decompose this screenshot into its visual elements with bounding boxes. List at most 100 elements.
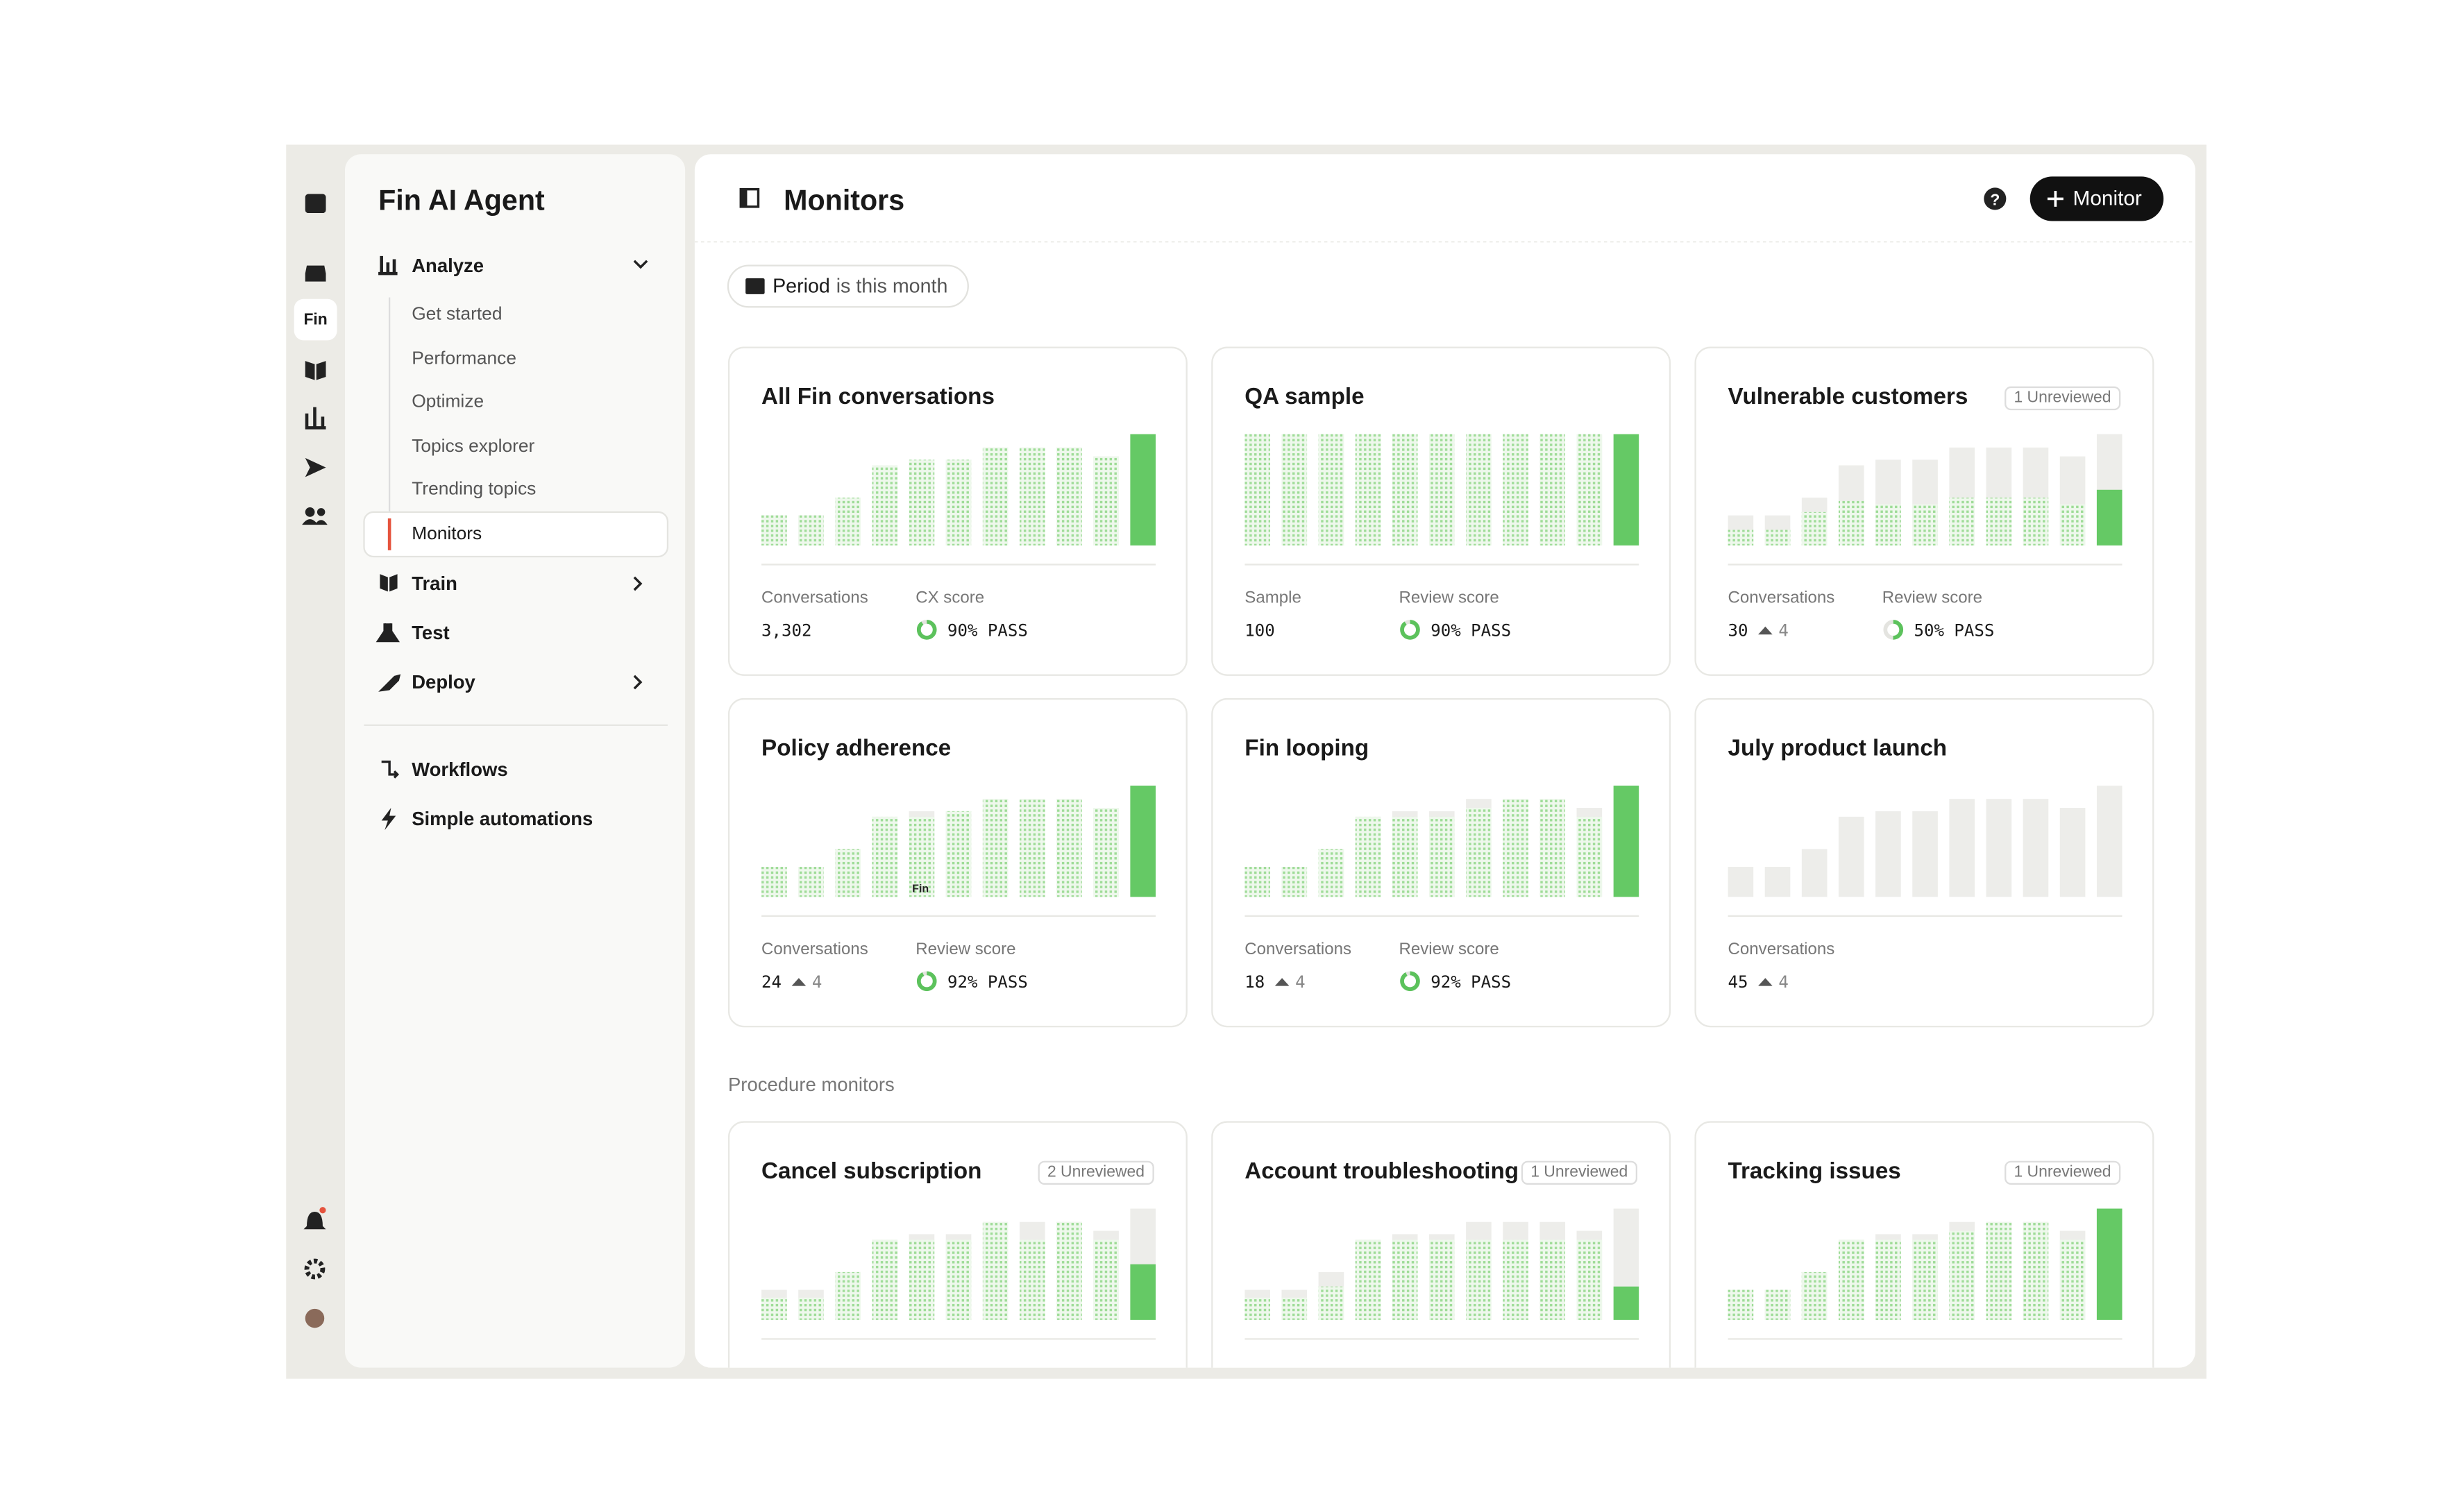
bar-pass — [2096, 489, 2123, 545]
bar-pass — [909, 459, 935, 545]
outbound-icon[interactable] — [305, 457, 326, 477]
bar-pass — [872, 465, 898, 545]
notifications-icon[interactable] — [303, 1212, 326, 1230]
sub-nav-item[interactable]: Get started — [412, 305, 503, 325]
stat-value: 30 — [1728, 621, 1748, 641]
add-monitor-button[interactable] — [2030, 176, 2164, 221]
bar-pass — [1130, 434, 1156, 545]
nav-item[interactable]: Workflows — [412, 758, 508, 781]
ring-value — [916, 971, 937, 992]
bar-pass — [1466, 1240, 1492, 1320]
bar-chart — [1244, 1208, 1639, 1340]
bar-pass — [1539, 1240, 1566, 1320]
monitor-card[interactable]: Vulnerable customers 1 Unreviewed Conversa… — [1694, 346, 2154, 676]
panel-toggle-icon[interactable] — [739, 187, 760, 208]
chevron-right[interactable] — [633, 675, 643, 690]
bar-chart — [1728, 1208, 2123, 1340]
bar-total — [1728, 867, 1754, 897]
bar-pass — [945, 811, 972, 897]
stat-label: Conversations — [761, 940, 868, 959]
monitor-card[interactable]: Account troubleshooting 1 Unreviewed — [1211, 1121, 1671, 1368]
bar-pass — [909, 1240, 935, 1320]
bar-pass — [1019, 447, 1045, 545]
bar-pass — [2023, 497, 2049, 545]
nav-item[interactable]: Deploy — [412, 670, 475, 694]
card-title: Vulnerable customers — [1728, 384, 1968, 411]
sub-nav-item[interactable]: Optimize — [412, 393, 484, 412]
deploy-icon — [378, 674, 401, 692]
settings-icon[interactable] — [304, 1258, 326, 1280]
card-title: July product launch — [1728, 736, 1948, 762]
page-title: Monitors — [784, 184, 905, 217]
card-title: QA sample — [1244, 384, 1365, 411]
monitor-card[interactable]: Tracking issues 1 Unreviewed — [1694, 1121, 2154, 1368]
bar-pass — [1056, 1221, 1082, 1320]
bar-pass — [798, 515, 824, 545]
bar-pass — [761, 867, 787, 897]
sidebar-graphics — [363, 255, 669, 831]
monitor-card[interactable]: Fin looping Conversations 18 4 Review score 9… — [1211, 697, 1671, 1028]
avatar[interactable] — [305, 1308, 325, 1328]
header-graphics: ? — [694, 176, 2195, 308]
monitor-card[interactable]: July product launch Conversations 45 4 — [1694, 697, 2154, 1028]
inbox-icon[interactable] — [305, 265, 326, 282]
stat-value: 24 — [761, 973, 782, 992]
chevron-down[interactable] — [633, 260, 648, 269]
unreviewed-badge: 2 Unreviewed — [1038, 1160, 1154, 1185]
logo-icon[interactable] — [305, 194, 326, 214]
chevron-right[interactable] — [633, 576, 643, 591]
sub-nav-item[interactable]: Monitors — [412, 525, 482, 544]
stat-value: 3,302 — [761, 621, 812, 641]
monitor-card[interactable]: Policy adherence Fin Conversations 24 4 Revie… — [727, 697, 1188, 1028]
workflows-icon — [381, 760, 400, 779]
bar-pass — [1466, 808, 1492, 897]
sub-nav-item[interactable]: Trending topics — [412, 480, 537, 500]
filter-chip[interactable] — [727, 264, 969, 308]
bar-pass — [1875, 504, 1901, 545]
bar-pass — [1764, 530, 1791, 545]
bar-chart — [1728, 434, 2123, 566]
score-ring — [1883, 620, 1904, 640]
reports-icon[interactable] — [305, 407, 326, 430]
bar-total — [1912, 811, 1938, 897]
bar-pass — [1912, 504, 1938, 545]
sub-nav-item[interactable]: Topics explorer — [412, 437, 535, 457]
bar-pass — [835, 849, 861, 897]
sidebar — [344, 154, 686, 1368]
help-icon[interactable] — [1984, 187, 2007, 210]
stat-delta: 4 — [1295, 973, 1306, 992]
nav-item[interactable]: Train — [412, 572, 457, 595]
stat-label: Conversations — [1728, 940, 1835, 959]
knowledge-icon[interactable] — [305, 361, 326, 380]
bar-pass — [1838, 500, 1864, 545]
card-title: Fin looping — [1244, 736, 1369, 762]
stat-label: Sample — [1244, 588, 1301, 608]
monitor-card[interactable]: Cancel subscription 2 Unreviewed — [727, 1121, 1188, 1368]
bar-pass — [1764, 1289, 1791, 1320]
monitor-card[interactable]: QA sample Sample 100 Review score 90% PASS — [1211, 346, 1671, 676]
bar-pass — [835, 497, 861, 545]
nav-item[interactable]: Analyze — [412, 254, 484, 277]
bar-pass — [1281, 1297, 1308, 1320]
delta-arrow-shape — [1757, 626, 1773, 635]
button-label[interactable]: Monitor — [2073, 186, 2142, 210]
nav-item[interactable]: Test — [412, 621, 450, 645]
card-title: All Fin conversations — [761, 384, 995, 411]
sub-nav-item[interactable]: Performance — [412, 349, 516, 369]
filter-key[interactable]: Period — [773, 275, 830, 298]
stat-label: Review score — [1399, 588, 1499, 608]
active-rail-item[interactable] — [294, 298, 337, 341]
nav-item[interactable]: Simple automations — [412, 808, 593, 831]
filter-value[interactable]: is this month — [836, 275, 948, 298]
ring-value — [1883, 620, 1904, 640]
bar-total — [2023, 799, 2049, 897]
monitor-card[interactable]: All Fin conversations Conversations 3,302 C… — [727, 346, 1188, 676]
bar-pass — [1392, 816, 1418, 897]
contacts-icon[interactable] — [302, 519, 328, 525]
bar-pass — [2059, 504, 2086, 545]
bar-pass — [1355, 434, 1381, 545]
rail-active-label[interactable]: Fin — [303, 312, 328, 330]
bar-pass — [1503, 434, 1528, 545]
bar-pass — [1318, 434, 1344, 545]
